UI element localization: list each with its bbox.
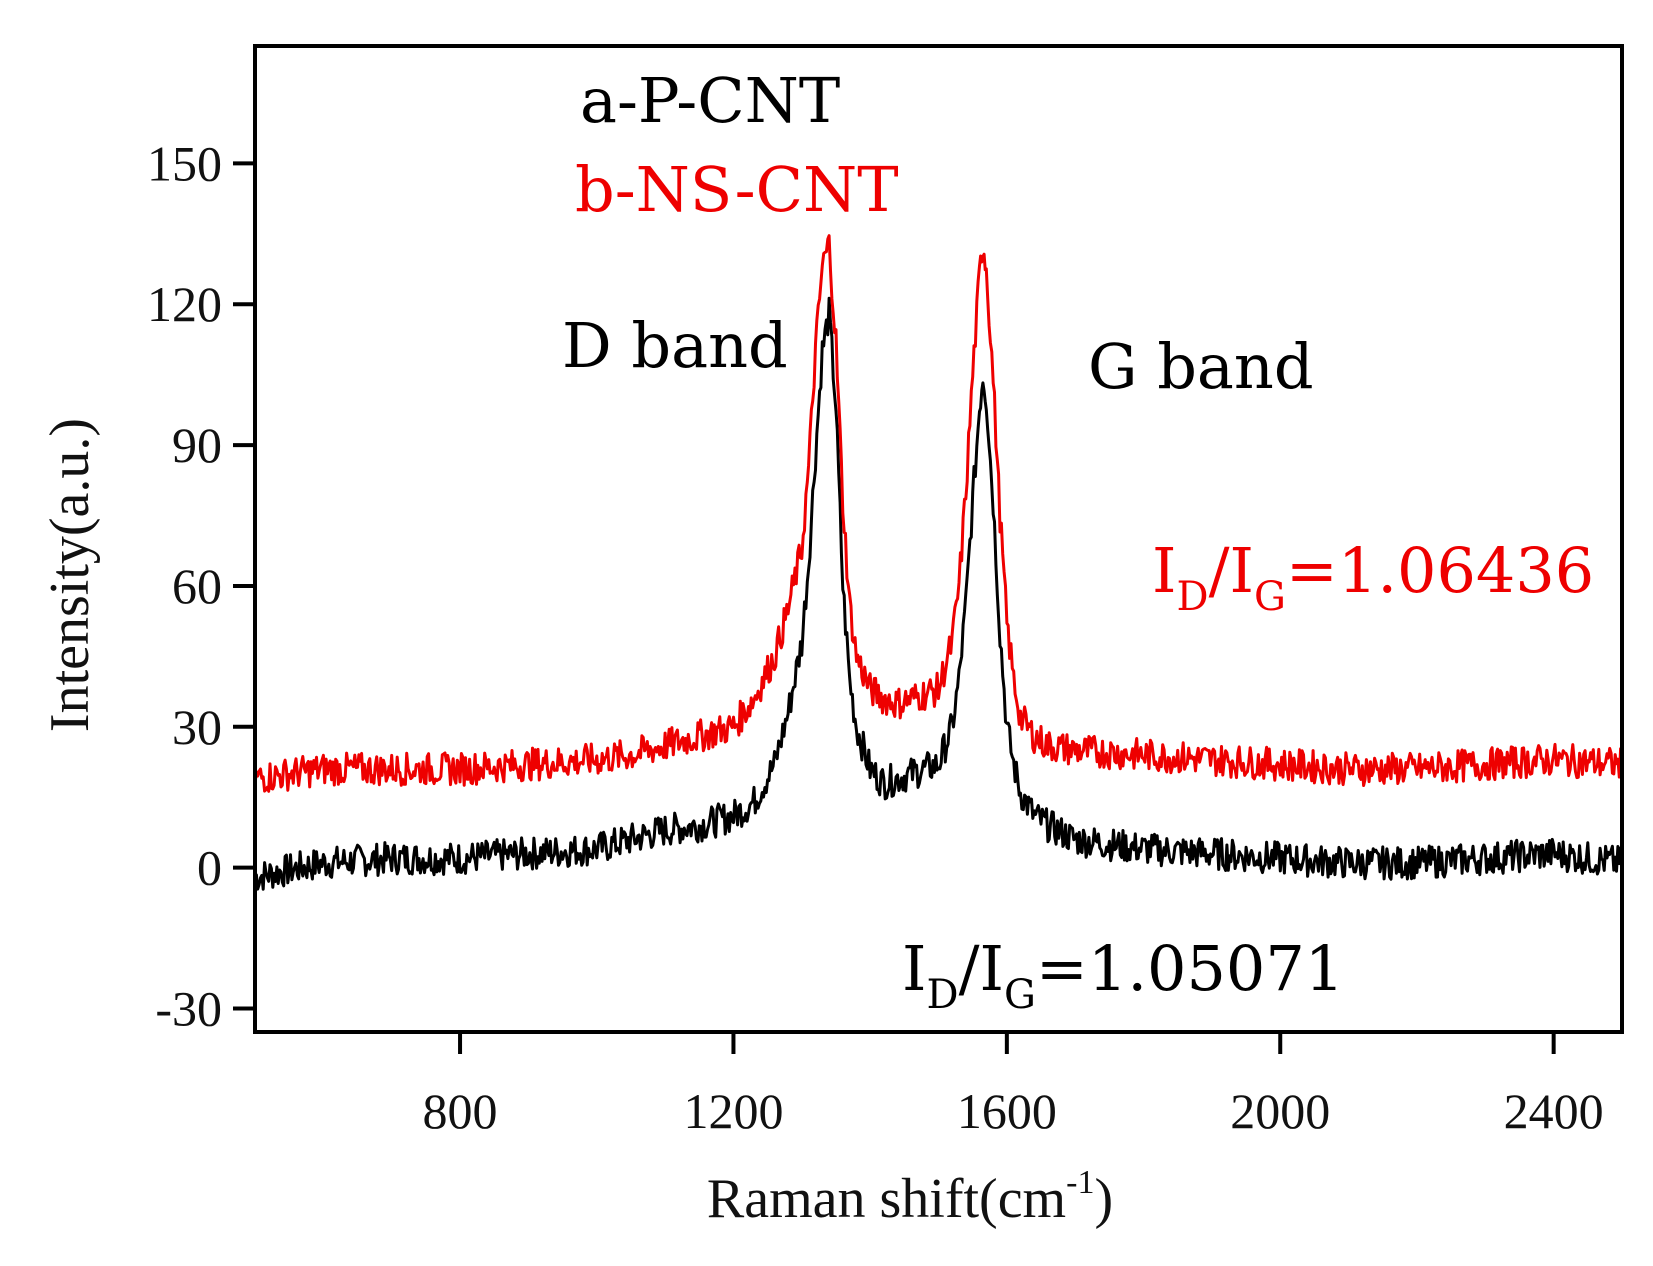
d-band-label: D band: [562, 309, 788, 382]
y-tick-label-90: 90: [172, 417, 222, 473]
series-line-a-p-cnt: [253, 296, 1624, 891]
ratio-red-mid: /I: [1209, 534, 1254, 607]
ratio-black-pre: I: [902, 932, 927, 1005]
y-axis-title: Intensity(a.u.): [39, 418, 101, 732]
x-tick-label-2400: 2400: [1504, 1083, 1604, 1139]
x-axis-title-sup: -1: [1066, 1164, 1094, 1201]
ratio-label-p-cnt: ID/IG=1.05071: [902, 932, 1344, 1018]
series-layer: [253, 234, 1624, 891]
ticks-layer: 800 1200 1600 2000 2400 -30 0 30 60 90 120 150: [147, 135, 1604, 1139]
legend-a-p-cnt: a-P-CNT: [580, 64, 840, 137]
y-tick-label-60: 60: [172, 558, 222, 614]
ratio-label-ns-cnt: ID/IG=1.06436: [1152, 534, 1594, 620]
ratio-red-sub1: D: [1177, 574, 1209, 620]
ratio-black-post: =1.05071: [1036, 932, 1344, 1005]
x-axis-title-main: Raman shift(cm: [707, 1168, 1066, 1230]
x-tick-label-2000: 2000: [1230, 1083, 1330, 1139]
x-axis-title-end: ): [1094, 1168, 1113, 1230]
y-tick-label-150: 150: [147, 135, 222, 191]
ratio-red-post: =1.06436: [1286, 534, 1594, 607]
y-tick-label-30: 30: [172, 699, 222, 755]
series-line-b-ns-cnt: [253, 234, 1624, 793]
axes-layer: [253, 44, 1624, 1034]
x-axis-title: Raman shift(cm-1): [707, 1164, 1113, 1230]
y-tick-label--30: -30: [155, 981, 222, 1037]
g-band-label: G band: [1088, 330, 1314, 403]
ratio-black-mid: /I: [959, 932, 1004, 1005]
plot-frame: [253, 44, 1624, 1034]
legend-b-ns-cnt: b-NS-CNT: [575, 153, 899, 226]
ratio-black-sub1: D: [927, 972, 959, 1018]
y-tick-label-120: 120: [147, 276, 222, 332]
ratio-red-pre: I: [1152, 534, 1177, 607]
ratio-red-sub2: G: [1254, 574, 1286, 620]
ratio-black-sub2: G: [1004, 972, 1036, 1018]
x-tick-label-1600: 1600: [957, 1083, 1057, 1139]
y-tick-label-0: 0: [197, 840, 222, 896]
x-tick-label-1200: 1200: [683, 1083, 783, 1139]
x-tick-label-800: 800: [423, 1083, 498, 1139]
